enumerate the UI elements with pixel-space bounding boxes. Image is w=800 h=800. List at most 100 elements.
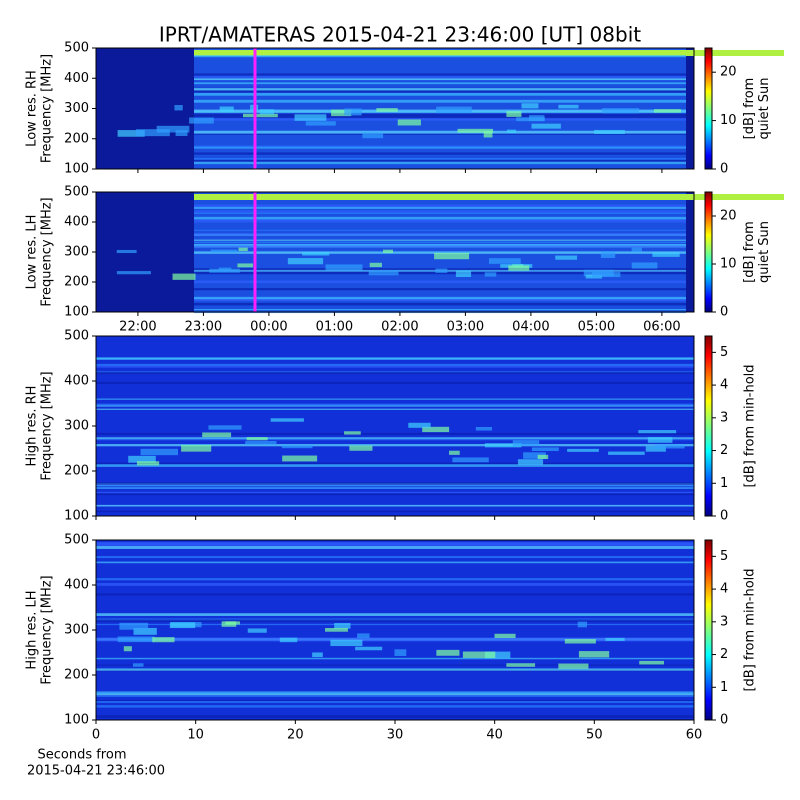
- x-tick-label: 05:00: [578, 320, 615, 335]
- y-tick-label: 300: [64, 623, 89, 638]
- y-tick-label: 500: [64, 41, 89, 56]
- spectrogram-line: [194, 219, 686, 223]
- y-tick-label: 200: [64, 275, 89, 290]
- spectrogram-blob: [605, 637, 625, 641]
- spectrogram-blob: [567, 448, 599, 452]
- spectrogram-line: [96, 582, 694, 586]
- x-tick-label: 23:00: [185, 320, 222, 335]
- x-tick-label: 04:00: [512, 320, 549, 335]
- spectrogram-blob: [312, 652, 323, 658]
- spectrogram-blob: [577, 621, 587, 628]
- spectrogram-blob: [259, 109, 275, 115]
- spectrogram-line: [96, 493, 694, 496]
- spectrogram-blob: [225, 621, 241, 625]
- colorbar-tick-label: 0: [720, 713, 728, 728]
- spectrogram-blob: [270, 418, 304, 422]
- spectrogram-blob: [382, 249, 393, 253]
- spectrogram-blob: [325, 627, 348, 632]
- spectrogram-blob: [394, 649, 407, 656]
- spectrogram: [96, 336, 694, 516]
- y-tick-label: 500: [64, 329, 89, 344]
- spectrogram-blob: [334, 623, 351, 629]
- spectrogram-line: [96, 542, 694, 545]
- spectrogram-line: [96, 398, 694, 400]
- spectrogram-line: [194, 115, 686, 119]
- spectrogram-line: [96, 491, 694, 494]
- y-axis-label: Low res. LH: [25, 215, 40, 290]
- spectrogram-blob: [132, 663, 144, 667]
- colorbar-tick-label: 2: [720, 647, 728, 662]
- colorbar-label: [dB] from min-hold: [743, 364, 758, 487]
- spectrogram-blob: [175, 130, 188, 137]
- y-tick-label: 100: [64, 305, 89, 320]
- spectrogram-line: [194, 145, 686, 148]
- y-tick-label: 100: [64, 713, 89, 728]
- spectrogram-line: [194, 244, 686, 246]
- y-tick-label: 300: [64, 245, 89, 260]
- spectrogram-blob: [638, 430, 677, 434]
- spectrogram-blob: [344, 431, 361, 435]
- spectrogram-blob: [494, 633, 516, 638]
- spectrogram-blob: [457, 128, 494, 133]
- x-tick-label: 00:00: [250, 320, 287, 335]
- spectrogram-blob: [408, 422, 431, 428]
- spectrogram-line: [96, 691, 694, 694]
- spectrogram-line: [194, 251, 686, 254]
- spectrogram-line: [96, 623, 694, 626]
- spectrogram-blob: [209, 268, 240, 273]
- spectrogram-blob: [369, 262, 382, 268]
- spectrogram-line: [96, 504, 694, 507]
- spectrogram-blob: [331, 109, 352, 117]
- spectrogram-line: [194, 239, 686, 241]
- y-axis-label: Frequency [MHz]: [40, 197, 55, 306]
- spectrogram-blob: [558, 104, 579, 109]
- spectrogram-blob: [123, 646, 132, 652]
- spectrogram-line: [96, 619, 694, 623]
- spectrogram-band: [194, 50, 784, 56]
- spectrogram-blob: [152, 637, 175, 643]
- spectrogram-gap: [686, 48, 694, 169]
- x-tick-label: 50: [586, 728, 603, 743]
- spectrogram-line: [96, 693, 694, 696]
- spectrogram-blob: [506, 663, 536, 667]
- spectrogram-blob: [116, 249, 137, 254]
- spectrogram-blob: [368, 270, 399, 276]
- spectrogram-blob: [484, 651, 511, 659]
- colorbar: [704, 47, 713, 170]
- spectrogram-line: [194, 99, 686, 103]
- spectrogram-line: [96, 701, 694, 703]
- y-axis-label: Frequency [MHz]: [40, 54, 55, 163]
- spectrogram-blob: [608, 451, 645, 455]
- y-tick-label: 300: [64, 101, 89, 116]
- spectrogram-blob: [246, 437, 268, 441]
- spectrogram-blob: [631, 262, 658, 269]
- y-axis-label: Low res. RH: [25, 70, 40, 147]
- spectrogram-blob: [436, 649, 460, 656]
- spectrogram-blob: [172, 273, 196, 280]
- spectrogram-line: [96, 363, 694, 366]
- spectrogram-blob: [181, 445, 212, 452]
- spectrogram-line: [194, 157, 686, 160]
- spectrogram-band: [194, 194, 784, 200]
- spectrogram-line: [194, 48, 686, 50]
- colorbar-tick-label: 10: [720, 113, 737, 128]
- spectrogram-blob: [282, 455, 318, 462]
- spectrogram-blob: [210, 249, 238, 253]
- spectrogram-blob: [631, 247, 642, 252]
- spectrogram-blob: [523, 452, 546, 459]
- spectrogram-line: [194, 93, 686, 96]
- spectrogram-blob: [156, 125, 190, 133]
- colorbar-label: quiet Sun: [757, 221, 772, 283]
- x-tick-label: 20: [287, 728, 304, 743]
- spectrogram-line: [194, 216, 686, 220]
- colorbar-label: quiet Sun: [757, 77, 772, 139]
- spectrogram-blob: [281, 445, 313, 449]
- spectrogram-line: [194, 288, 686, 291]
- spectrogram-line: [194, 298, 686, 302]
- x-axis-label: Seconds from: [37, 748, 126, 763]
- y-tick-label: 200: [64, 464, 89, 479]
- y-tick-label: 500: [64, 185, 89, 200]
- spectrogram-blob: [449, 450, 460, 455]
- colorbar-tick-label: 20: [720, 65, 737, 80]
- spectrogram-line: [194, 302, 686, 306]
